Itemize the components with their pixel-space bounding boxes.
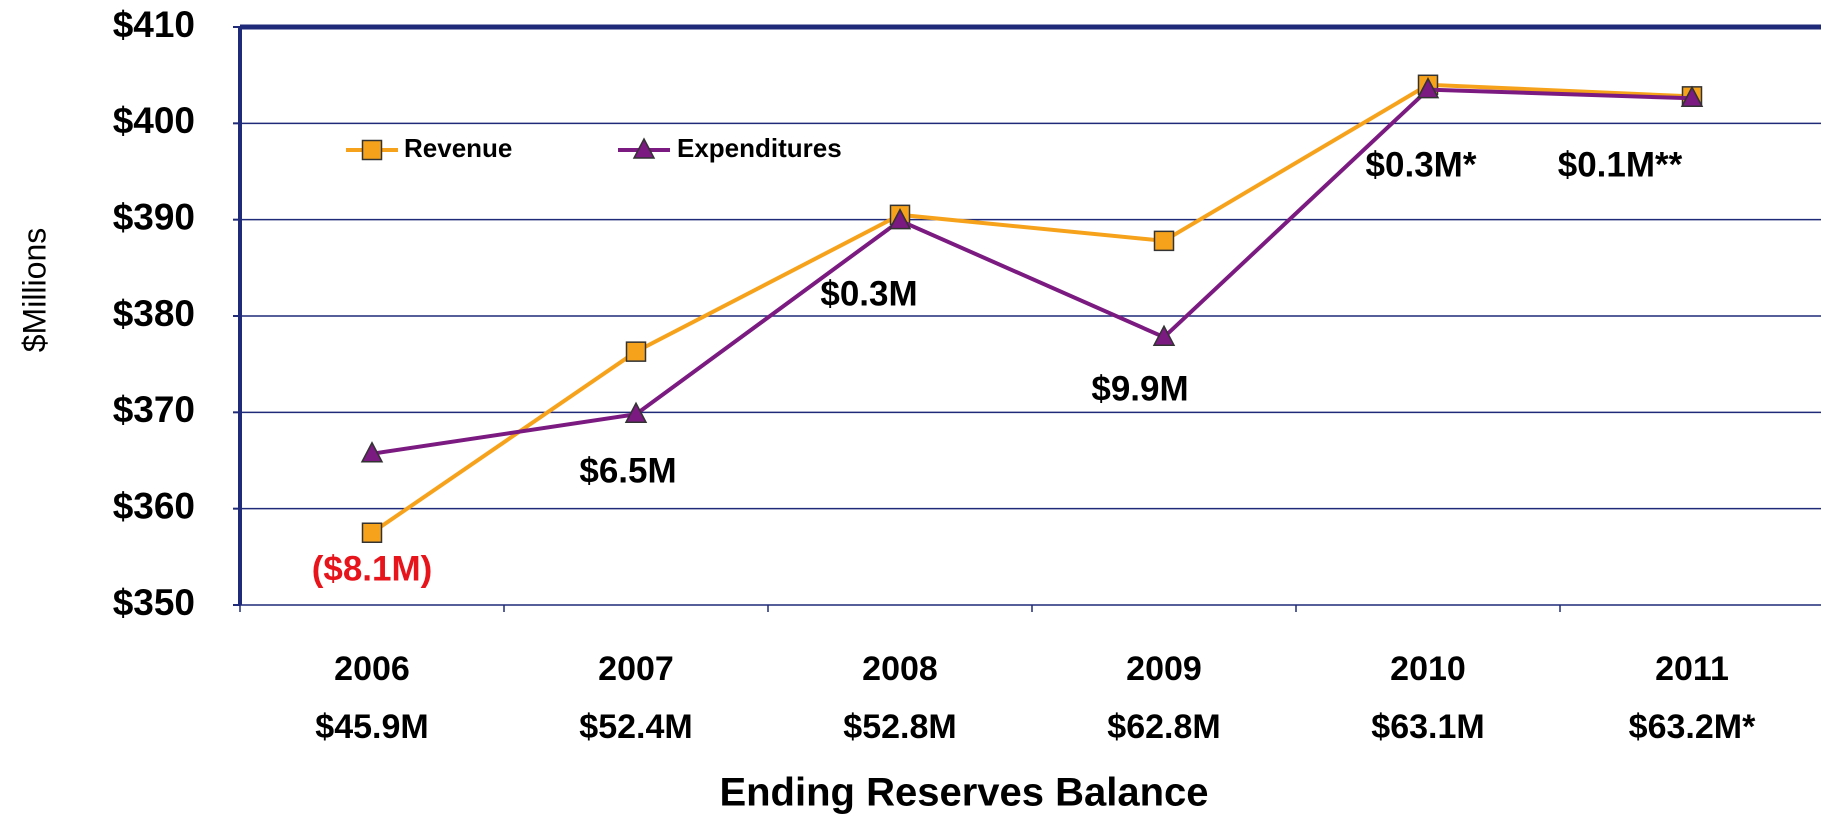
marker (624, 401, 648, 424)
marker (625, 341, 647, 362)
reserve-balance: $52.8M (843, 708, 956, 746)
x-axis-label: Ending Reserves Balance (719, 771, 1208, 815)
marker (1416, 77, 1440, 99)
annotation: ($8.1M) (312, 549, 433, 588)
y-tick-label: $390 (113, 196, 195, 237)
y-tick-label: $380 (113, 293, 195, 334)
x-tick-label: 2009 (1126, 650, 1202, 688)
marker (361, 522, 383, 543)
line (371, 87, 1693, 456)
x-tick-label: 2011 (1655, 650, 1729, 688)
y-tick-label: $360 (113, 485, 195, 526)
reserve-balance: $63.2M* (1629, 708, 1756, 746)
y-tick-label: $350 (113, 582, 195, 623)
marker (1153, 230, 1175, 252)
reserve-balance: $52.4M (579, 708, 692, 746)
reserve-balance: $62.8M (1107, 708, 1220, 746)
legend-label: Expenditures (677, 133, 842, 163)
annotation: $0.3M* (1366, 145, 1477, 184)
reserve-balance: $45.9M (315, 708, 428, 746)
annotation: $0.1M** (1558, 145, 1683, 184)
y-axis-label: $Millions (16, 228, 52, 352)
reserve-balance: $63.1M (1371, 708, 1484, 746)
marker (1680, 85, 1704, 108)
annotation: $6.5M (579, 451, 676, 490)
marker (361, 139, 383, 161)
y-tick-label: $400 (113, 100, 195, 141)
x-tick-label: 2010 (1390, 650, 1466, 688)
line (370, 82, 1693, 535)
x-tick-label: 2007 (598, 650, 674, 688)
y-tick-label: $410 (113, 4, 195, 45)
annotation: $0.3M (820, 274, 917, 313)
marker (1152, 324, 1176, 346)
y-tick-label: $370 (113, 389, 195, 430)
marker (632, 137, 656, 159)
annotation: $9.9M (1091, 369, 1188, 408)
marker (888, 208, 912, 230)
x-tick-label: 2008 (862, 650, 938, 688)
x-tick-label: 2006 (334, 650, 410, 688)
legend-label: Revenue (404, 133, 512, 163)
marker (360, 441, 384, 463)
